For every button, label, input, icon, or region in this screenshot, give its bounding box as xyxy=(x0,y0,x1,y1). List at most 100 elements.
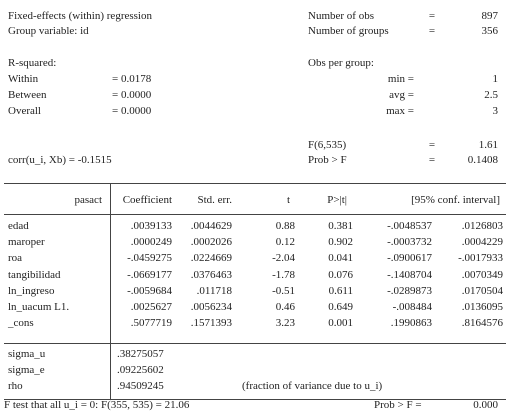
column-header: Coefficient xyxy=(122,194,172,206)
section-label: R-squared: xyxy=(8,57,57,69)
stat-equals: = xyxy=(428,154,436,166)
cell: -.0059684 xyxy=(127,284,172,297)
column-header: P>|t| xyxy=(327,194,347,206)
column-header: Std. err. xyxy=(197,194,232,206)
f-test-prob-value: 0.000 xyxy=(473,399,498,411)
obs-label: min = xyxy=(387,73,414,85)
cell: 0.88 xyxy=(275,220,295,232)
cell: -.0048537 xyxy=(387,220,432,232)
variance-value: .38275057 xyxy=(117,348,164,360)
cell: -.0017933 xyxy=(458,252,503,265)
cell: -.0003732 xyxy=(387,236,432,249)
cell: 0.041 xyxy=(328,252,353,265)
cell: .8164576 xyxy=(461,317,503,330)
cell: 0.381 xyxy=(328,220,353,232)
stat-value: 897 xyxy=(481,10,499,22)
variable-name: _cons xyxy=(8,317,34,330)
variance-value: .09225602 xyxy=(117,364,164,376)
cell: .0070349 xyxy=(461,268,503,281)
cell: .0224669 xyxy=(190,252,232,265)
section-label: Obs per group: xyxy=(308,57,374,69)
variance-label: sigma_u xyxy=(8,348,46,360)
rule xyxy=(4,343,506,344)
obs-value: 3 xyxy=(492,105,499,117)
cell: .0376463 xyxy=(190,268,232,281)
stat-equals: = xyxy=(428,10,436,22)
cell: .0002026 xyxy=(190,236,232,249)
obs-value: 1 xyxy=(492,73,499,85)
cell: -0.51 xyxy=(272,284,295,297)
cell: .0056234 xyxy=(190,301,232,313)
cell: -.0289873 xyxy=(387,284,432,297)
stat-label: Prob > F xyxy=(308,154,347,166)
model-title: Fixed-effects (within) regression xyxy=(8,10,152,22)
obs-value: 2.5 xyxy=(484,89,498,101)
cell: .0039133 xyxy=(130,220,172,232)
stat-label: F(6,535) xyxy=(308,139,347,151)
obs-label: max = xyxy=(386,105,414,117)
cell: .0126803 xyxy=(461,220,503,232)
r2-label: Overall xyxy=(8,105,41,117)
variable-name: ln_uacum L1. xyxy=(8,301,70,313)
column-header: t xyxy=(286,194,290,206)
r2-label: Within xyxy=(8,73,39,85)
cell: .0000249 xyxy=(130,236,172,249)
cell: -.0900617 xyxy=(387,252,432,265)
variable-name: maroper xyxy=(8,236,45,249)
rule xyxy=(4,399,506,400)
variance-label: rho xyxy=(8,380,23,392)
cell: .011718 xyxy=(196,284,232,297)
stat-equals: = xyxy=(428,139,436,151)
r2-label: Between xyxy=(8,89,47,101)
variance-note: (fraction of variance due to u_i) xyxy=(242,380,383,392)
variable-name: tangibilidad xyxy=(8,268,61,281)
column-divider xyxy=(110,183,111,399)
cell: 0.12 xyxy=(275,236,295,249)
obs-label: avg = xyxy=(389,89,414,101)
cell: .1990863 xyxy=(390,317,432,330)
cell: .5077719 xyxy=(130,317,172,330)
cell: -.008484 xyxy=(392,301,432,313)
cell: .0170504 xyxy=(461,284,503,297)
cell: 3.23 xyxy=(275,317,295,330)
cell: 0.649 xyxy=(328,301,353,313)
cell: -.1408704 xyxy=(387,268,432,281)
cell: 0.46 xyxy=(275,301,295,313)
cell: .0044629 xyxy=(190,220,232,232)
rule xyxy=(4,183,506,184)
group-variable: Group variable: id xyxy=(8,25,89,37)
cell: 0.076 xyxy=(328,268,353,281)
cell: .0136095 xyxy=(461,301,503,313)
variable-name: ln_ingreso xyxy=(8,284,55,297)
r2-value: = 0.0000 xyxy=(112,105,152,117)
cell: 0.611 xyxy=(328,284,353,297)
cell: -.0669177 xyxy=(127,268,172,281)
cell: 0.902 xyxy=(328,236,353,249)
column-header: pasact xyxy=(74,194,102,206)
variance-label: sigma_e xyxy=(8,364,45,376)
r2-value: = 0.0000 xyxy=(112,89,152,101)
cell: -2.04 xyxy=(272,252,295,265)
stat-value: 1.61 xyxy=(478,139,498,151)
cell: .1571393 xyxy=(190,317,232,330)
cell: -1.78 xyxy=(272,268,295,281)
f-test-prob-label: Prob > F = xyxy=(374,399,422,411)
r2-value: = 0.0178 xyxy=(112,73,152,85)
cell: 0.001 xyxy=(328,317,353,330)
cell: .0025627 xyxy=(130,301,172,313)
stat-value: 0.1408 xyxy=(467,154,498,166)
stat-label: Number of obs xyxy=(308,10,374,22)
stat-label: Number of groups xyxy=(308,25,389,37)
variance-value: .94509245 xyxy=(117,380,164,392)
cell: .0004229 xyxy=(461,236,503,249)
cell: -.0459275 xyxy=(127,252,172,265)
stat-equals: = xyxy=(428,25,436,37)
variable-name: edad xyxy=(8,220,29,232)
column-header: [95% conf. interval] xyxy=(411,194,500,206)
stat-value: 356 xyxy=(481,25,499,37)
corr: corr(u_i, Xb) = -0.1515 xyxy=(8,154,112,166)
f-test: F test that all u_i = 0: F(355, 535) = 2… xyxy=(4,399,190,411)
rule xyxy=(4,214,506,215)
variable-name: roa xyxy=(8,252,23,265)
